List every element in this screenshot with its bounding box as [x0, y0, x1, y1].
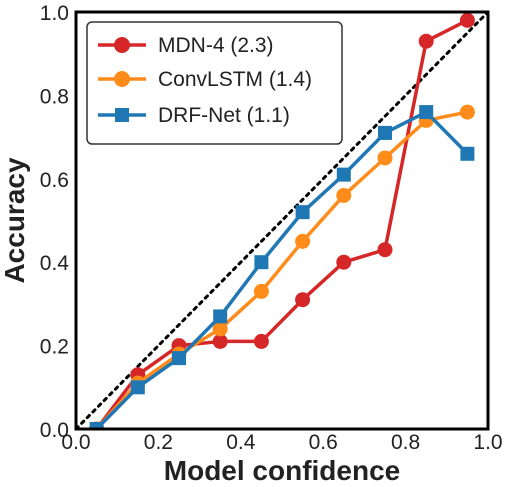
data-point	[336, 254, 352, 270]
legend: MDN-4 (2.3) ConvLSTM (1.4) DRF-Net (1.1)	[86, 21, 343, 145]
series-1	[89, 12, 475, 429]
plot-frame	[74, 10, 490, 431]
x-tick-label: 0.6	[309, 431, 338, 454]
legend-marker	[115, 108, 129, 122]
legend-marker	[114, 37, 130, 53]
series-3	[89, 105, 475, 429]
plot-area	[76, 12, 488, 429]
plot-clip-group	[76, 12, 488, 429]
x-tick-label: 1.0	[473, 431, 502, 454]
data-point	[212, 333, 228, 349]
axis-ticks: 0.0 0.2 0.4 0.6 0.8 1.0 0.0 0.2 0.4 0.6 0.8 1.0	[40, 2, 503, 454]
legend-label: ConvLSTM (1.4)	[158, 68, 312, 91]
data-point	[212, 321, 228, 337]
x-tick-label: 0.8	[391, 431, 420, 454]
data-point	[295, 233, 311, 249]
data-point	[378, 125, 392, 140]
data-point	[253, 283, 269, 299]
y-tick-label: 1.0	[40, 2, 69, 25]
legend-marker	[114, 71, 130, 87]
series-line	[95, 110, 468, 429]
data-point	[377, 150, 393, 166]
legend-label: DRF-Net (1.1)	[158, 104, 290, 127]
y-tick-label: 0.2	[40, 336, 69, 359]
data-point	[336, 167, 351, 182]
data-point	[377, 242, 393, 258]
y-axis-label: Accuracy	[0, 157, 30, 284]
data-point	[419, 105, 434, 120]
y-tick-label: 0.4	[40, 252, 70, 275]
data-point	[295, 292, 311, 308]
x-tick-label: 0.0	[61, 431, 90, 454]
data-point	[459, 104, 475, 120]
legend-box	[86, 21, 343, 145]
series-line	[95, 18, 469, 429]
data-point	[254, 255, 269, 270]
data-point	[89, 422, 104, 429]
series-2	[89, 104, 475, 429]
y-tick-label: 0.6	[40, 169, 69, 192]
x-tick-label: 0.4	[226, 431, 256, 454]
data-point	[418, 33, 434, 49]
x-axis-label: Model confidence	[164, 455, 400, 486]
y-tick-label: 0.0	[40, 419, 69, 442]
data-point	[130, 380, 145, 395]
data-point	[213, 309, 228, 324]
y-tick-label: 0.8	[40, 85, 69, 108]
x-tick-label: 0.2	[144, 431, 173, 454]
series-line	[95, 110, 469, 429]
data-point	[336, 187, 352, 203]
legend-label: MDN-4 (2.3)	[158, 34, 274, 57]
data-point	[460, 146, 475, 161]
data-point	[253, 333, 269, 349]
data-point	[295, 205, 310, 220]
data-point	[459, 12, 475, 28]
data-point	[172, 351, 186, 366]
